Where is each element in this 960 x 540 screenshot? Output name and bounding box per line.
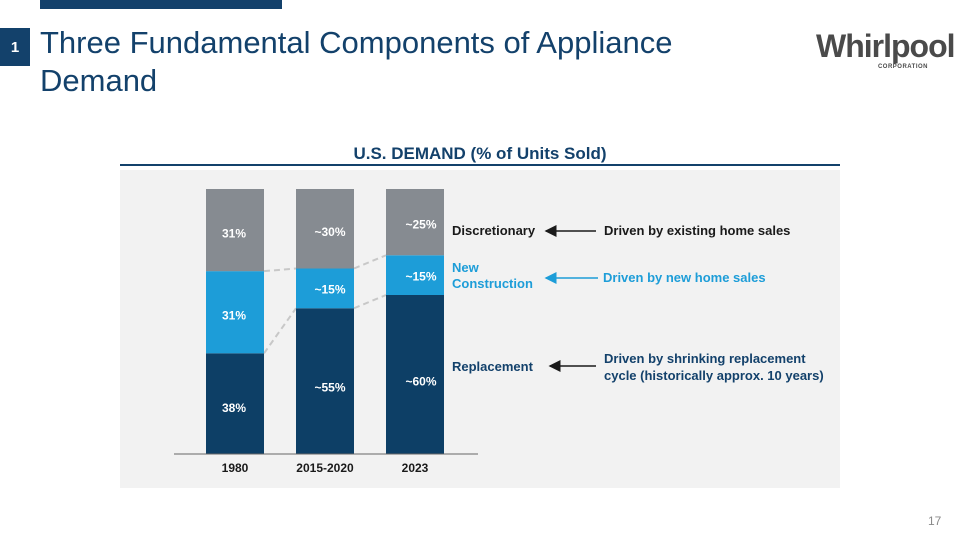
chart-title: U.S. DEMAND (% of Units Sold): [353, 144, 607, 163]
data-label-replacement-2015-2020: ~55%: [314, 381, 345, 395]
data-label-replacement-2023: ~60%: [405, 375, 436, 389]
bar-discretionary-1980: [206, 189, 264, 272]
data-label-replacement-1980: 38%: [222, 401, 246, 415]
bar-replacement-2015-2020: [296, 308, 354, 454]
annotation-driver-discretionary: Driven by existing home sales: [604, 223, 790, 238]
x-tick-label-2015-2020: 2015-2020: [296, 461, 354, 475]
logo-wordmark: Whirlpool: [816, 28, 956, 64]
chart-title-rule: [120, 164, 840, 166]
data-label-new-construction-2023: ~15%: [405, 269, 436, 283]
x-tick-label-2023: 2023: [402, 461, 429, 475]
whirlpool-logo: Whirlpool CORPORATION: [812, 28, 956, 72]
slide-title: Three Fundamental Components of Applianc…: [40, 25, 673, 98]
data-label-discretionary-1980: 31%: [222, 226, 246, 240]
data-label-discretionary-2015-2020: ~30%: [314, 225, 345, 239]
data-label-discretionary-2023: ~25%: [405, 218, 436, 232]
connector-replacement-1: [353, 294, 387, 310]
section-number-badge: 1: [0, 28, 30, 66]
page-number: 17: [928, 514, 942, 528]
annotation-label-discretionary: Discretionary: [452, 223, 536, 238]
bar-discretionary-2023: [386, 189, 444, 256]
annotation-driver-new-construction: Driven by new home sales: [603, 270, 766, 285]
bar-new-construction-2023: [386, 255, 444, 295]
annotation-driver-replacement: Driven by shrinking replacement cycle (hi…: [604, 351, 824, 383]
connector-new-construction-1: [353, 254, 387, 270]
annotation-label-replacement: Replacement: [452, 359, 534, 374]
x-tick-label-1980: 1980: [222, 461, 249, 475]
bar-new-construction-1980: [206, 271, 264, 354]
annotation-label-new-construction: New Construction: [452, 260, 533, 291]
bar-new-construction-2015-2020: [296, 268, 354, 309]
connector-replacement-0: [263, 307, 297, 354]
connector-new-construction-0: [263, 267, 297, 273]
bar-discretionary-2015-2020: [296, 189, 354, 269]
top-accent-bar: [40, 0, 282, 9]
logo-subtitle: CORPORATION: [877, 64, 928, 70]
bar-replacement-2023: [386, 295, 444, 454]
data-label-new-construction-2015-2020: ~15%: [314, 283, 345, 297]
data-label-new-construction-1980: 31%: [222, 309, 246, 323]
bar-replacement-1980: [206, 353, 264, 454]
